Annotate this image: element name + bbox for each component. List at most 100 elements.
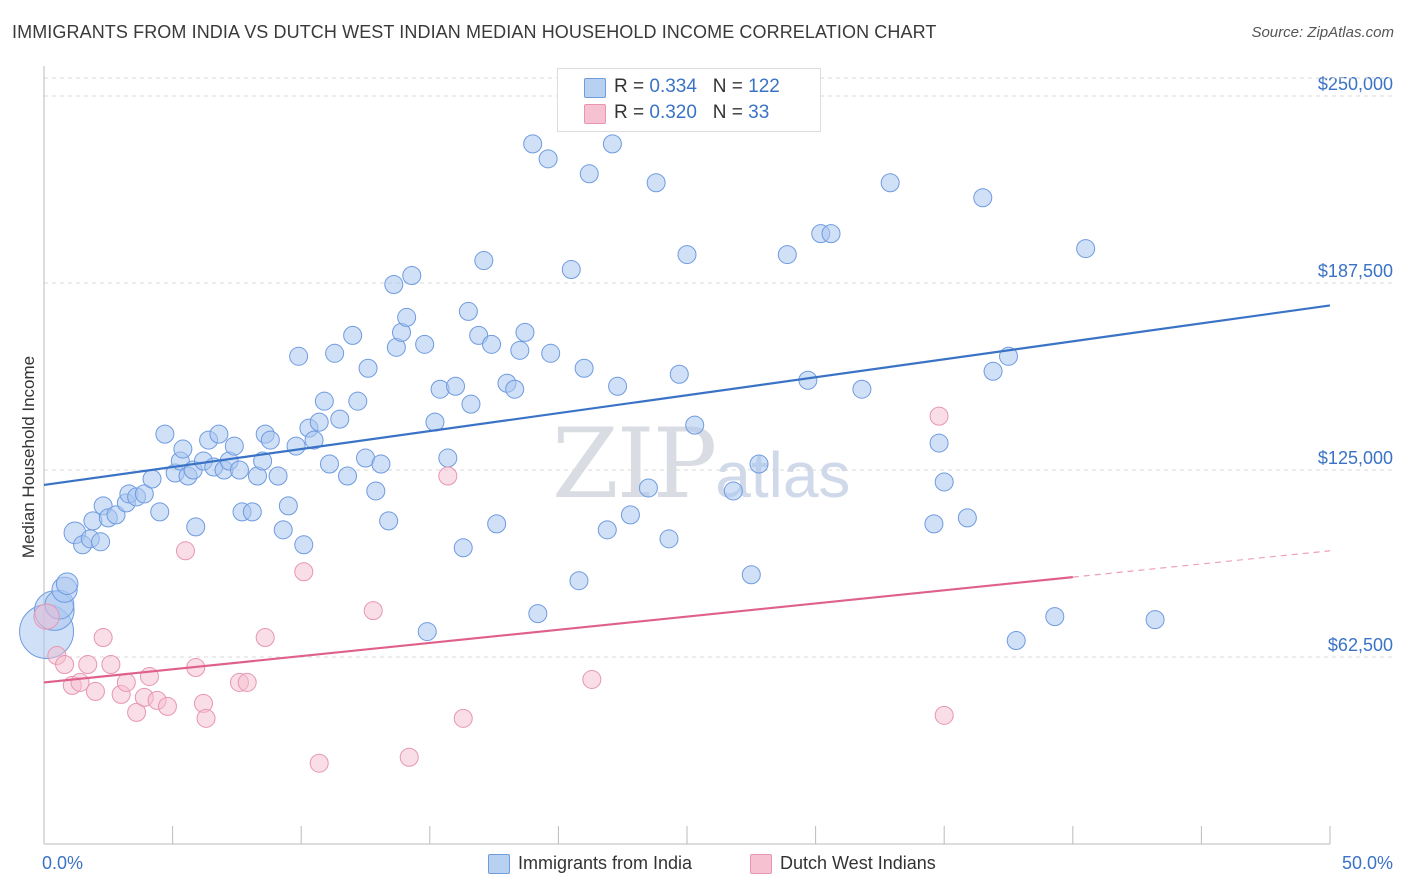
india-point [821, 224, 841, 244]
india-point [83, 511, 103, 531]
india-point [474, 251, 494, 271]
x-tick-label: 0.0% [42, 853, 83, 873]
india-point [934, 472, 954, 492]
dutch-point [453, 708, 473, 728]
india-point [458, 301, 478, 321]
india-point [438, 448, 458, 468]
india-point [379, 511, 399, 531]
india-point [1045, 607, 1065, 627]
india-point [505, 379, 525, 399]
dutch-point [116, 672, 136, 692]
india-point [749, 454, 769, 474]
dutch-point [582, 669, 602, 689]
india-point [142, 469, 162, 489]
india-point [957, 508, 977, 528]
india-point [482, 334, 502, 354]
legend-n-label: N = [712, 76, 749, 97]
india-point [608, 376, 628, 396]
india-point [224, 436, 244, 456]
india-point [366, 481, 386, 501]
india-point [286, 436, 306, 456]
india-point [289, 346, 309, 366]
series-swatch-dutch [750, 854, 772, 874]
india-point [294, 535, 314, 555]
y-tick-label: $62,500 [1328, 635, 1393, 655]
india-point [55, 572, 79, 595]
legend-row-india: R = 0.334 N = 122 [584, 75, 780, 101]
dutch-trend-extension [1072, 550, 1331, 578]
india-point [314, 391, 334, 411]
india-point [150, 502, 170, 522]
dutch-point [33, 603, 60, 630]
dutch-point [934, 705, 954, 725]
dutch-point [929, 406, 949, 426]
india-point [402, 266, 422, 286]
legend-n-label: N = [712, 102, 749, 123]
india-point [528, 604, 548, 624]
legend-row-dutch: R = 0.320 N = 33 [584, 101, 769, 127]
india-point [415, 334, 435, 354]
india-point [983, 361, 1003, 381]
y-tick-label: $250,000 [1318, 74, 1393, 94]
dutch-point [175, 541, 195, 561]
chart-title: IMMIGRANTS FROM INDIA VS DUTCH WEST INDI… [12, 22, 937, 42]
india-point [268, 466, 288, 486]
india-point [430, 379, 450, 399]
india-point [273, 520, 293, 540]
india-point [602, 134, 622, 154]
x-tick-label: 50.0% [1342, 853, 1393, 873]
india-point [260, 430, 280, 450]
india-trend-line [43, 304, 1331, 487]
dutch-point [101, 654, 121, 674]
dutch-point [294, 562, 314, 582]
india-point [510, 340, 530, 360]
india-point [173, 439, 193, 459]
india-point [384, 274, 404, 294]
india-point [741, 565, 761, 585]
india-point [538, 149, 558, 169]
india-point [453, 538, 473, 558]
india-point [461, 394, 481, 414]
india-point [242, 502, 262, 522]
y-axis-title: Median Household Income [19, 356, 38, 558]
india-point [371, 454, 391, 474]
y-tick-label: $187,500 [1318, 261, 1393, 281]
india-point [304, 430, 324, 450]
dutch-point [157, 696, 177, 716]
india-point [278, 496, 298, 516]
legend-r-label: R = [614, 102, 650, 123]
india-point [638, 478, 658, 498]
dutch-point [309, 753, 329, 773]
india-point [155, 424, 175, 444]
india-point [677, 245, 697, 265]
correlation-legend: R = 0.334 N = 122 R = 0.320 N = 33 [557, 68, 821, 132]
india-point [1006, 631, 1026, 651]
dutch-point [85, 681, 105, 701]
india-point [91, 532, 111, 552]
dutch-point [78, 654, 98, 674]
dutch-trend-line [43, 576, 1073, 684]
india-point [515, 322, 535, 342]
dutch-point [127, 702, 147, 722]
legend-n-value: 122 [748, 76, 780, 97]
india-point [646, 173, 666, 193]
dutch-point [93, 628, 113, 648]
series-swatch-india [488, 854, 510, 874]
india-point [417, 622, 437, 642]
y-tick-label: $125,000 [1318, 448, 1393, 468]
legend-swatch-dutch [584, 104, 606, 124]
india-point [541, 343, 561, 363]
source-label: Source: ZipAtlas.com [1251, 24, 1394, 41]
india-point [973, 188, 993, 208]
dutch-point [438, 466, 458, 486]
india-point [659, 529, 679, 549]
dutch-point [55, 654, 75, 674]
series-legend: Immigrants from India Dutch West Indians [0, 852, 1406, 878]
india-point [186, 517, 206, 537]
india-point [209, 424, 229, 444]
india-point [669, 364, 689, 384]
series-label-dutch: Dutch West Indians [780, 853, 936, 873]
india-point [253, 451, 273, 471]
legend-r-value: 0.320 [649, 102, 697, 123]
